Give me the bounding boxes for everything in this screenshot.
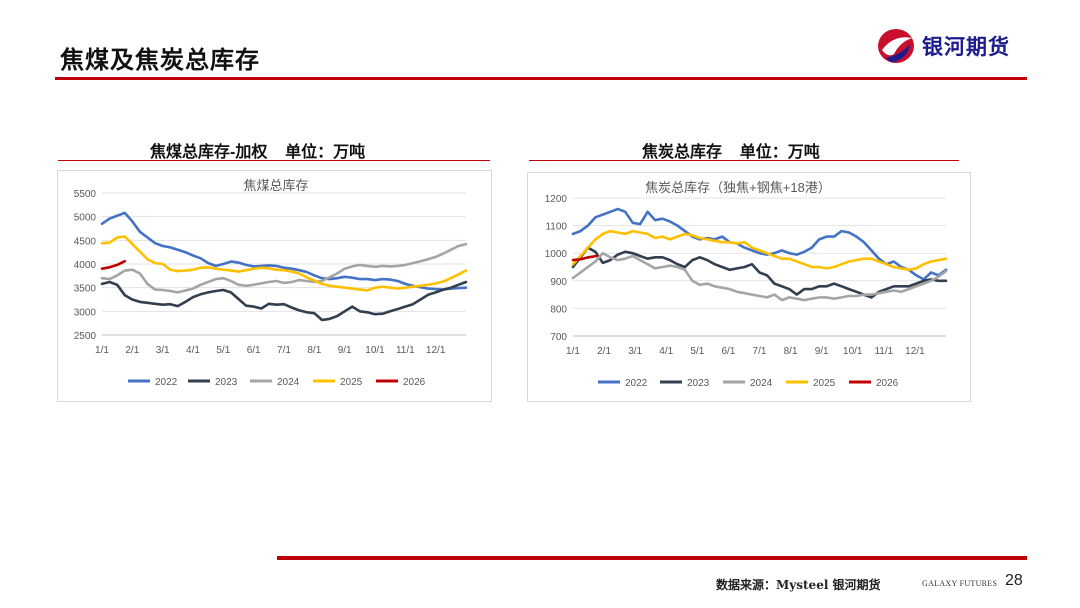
x-tick-label: 8/1 bbox=[784, 346, 798, 357]
x-tick-label: 9/1 bbox=[338, 345, 352, 356]
x-tick-label: 1/1 bbox=[566, 346, 580, 357]
y-tick-label: 3500 bbox=[74, 284, 97, 295]
legend-label-2023: 2023 bbox=[215, 377, 238, 388]
brand-footer-text: GALAXY FUTURES bbox=[922, 579, 998, 588]
x-tick-label: 5/1 bbox=[690, 346, 704, 357]
y-tick-label: 2500 bbox=[74, 331, 97, 342]
x-tick-label: 4/1 bbox=[186, 345, 200, 356]
y-tick-label: 5000 bbox=[74, 213, 97, 224]
x-tick-label: 10/1 bbox=[365, 345, 385, 356]
logo-emblem-icon bbox=[878, 29, 914, 63]
series-line-2023 bbox=[571, 246, 948, 299]
y-tick-label: 1000 bbox=[545, 249, 568, 260]
legend-label-2024: 2024 bbox=[750, 378, 773, 389]
y-tick-label: 3000 bbox=[74, 307, 97, 318]
legend-label-2025: 2025 bbox=[813, 378, 836, 389]
section-title-coking-coal: 焦煤总库存-加权 单位：万吨 bbox=[150, 144, 366, 161]
y-tick-label: 900 bbox=[550, 277, 567, 288]
series-line-2025 bbox=[571, 229, 948, 272]
page-title: 焦煤及焦炭总库存 bbox=[60, 47, 260, 74]
y-tick-label: 4500 bbox=[74, 236, 97, 247]
series-line-2026 bbox=[100, 259, 127, 270]
y-tick-label: 700 bbox=[550, 332, 567, 343]
chart-coke-inventory: 焦炭总库存（独焦+钢焦+18港） 700 800 900 1000 1100 1200 1/1… bbox=[527, 172, 971, 402]
x-tick-label: 7/1 bbox=[753, 346, 767, 357]
series-line-2024 bbox=[571, 251, 948, 302]
section-divider-coking-coal bbox=[58, 160, 490, 161]
header-divider bbox=[55, 77, 1027, 80]
series-line-2026 bbox=[571, 254, 598, 262]
x-tick-label: 3/1 bbox=[628, 346, 642, 357]
series-line-2023 bbox=[100, 280, 468, 322]
x-tick-label: 2/1 bbox=[597, 346, 611, 357]
x-tick-label: 12/1 bbox=[426, 345, 446, 356]
legend-label-2022: 2022 bbox=[155, 377, 178, 388]
galaxy-futures-logo bbox=[878, 29, 914, 63]
series-line-2024 bbox=[100, 242, 468, 294]
section-title-coke: 焦炭总库存 单位：万吨 bbox=[642, 144, 820, 161]
page-number: 28 bbox=[1005, 572, 1023, 589]
legend-label-2026: 2026 bbox=[403, 377, 426, 388]
chart-title: 焦炭总库存（独焦+钢焦+18港） bbox=[645, 180, 831, 195]
x-tick-label: 9/1 bbox=[815, 346, 829, 357]
legend-label-2024: 2024 bbox=[277, 377, 300, 388]
footer-divider bbox=[277, 556, 1027, 560]
legend-label-2025: 2025 bbox=[340, 377, 363, 388]
x-tick-label: 5/1 bbox=[216, 345, 230, 356]
logo-text: 银河期货 bbox=[922, 36, 1010, 59]
x-tick-label: 6/1 bbox=[721, 346, 735, 357]
series-line-2025 bbox=[100, 235, 468, 292]
legend-label-2026: 2026 bbox=[876, 378, 899, 389]
y-tick-label: 5500 bbox=[74, 189, 97, 200]
x-tick-label: 10/1 bbox=[843, 346, 863, 357]
x-tick-label: 12/1 bbox=[905, 346, 925, 357]
x-tick-label: 1/1 bbox=[95, 345, 109, 356]
x-tick-label: 3/1 bbox=[156, 345, 170, 356]
x-tick-label: 4/1 bbox=[659, 346, 673, 357]
x-tick-label: 7/1 bbox=[277, 345, 291, 356]
x-tick-label: 2/1 bbox=[125, 345, 139, 356]
chart-coke-svg: 焦炭总库存（独焦+钢焦+18港） 700 800 900 1000 1100 1200 1/1… bbox=[545, 180, 948, 389]
data-source: 数据来源：Mysteel 银河期货 bbox=[716, 578, 881, 592]
section-divider-coke bbox=[529, 160, 959, 161]
series-line-2022 bbox=[571, 207, 948, 281]
chart-coking-coal-inventory: 焦煤总库存 2500 3000 3500 4000 4500 5000 5500 1/1 2/1 3… bbox=[57, 170, 492, 402]
y-tick-label: 4000 bbox=[74, 260, 97, 271]
chart-coking-coal-svg: 焦煤总库存 2500 3000 3500 4000 4500 5000 5500 1/1 2/1 3… bbox=[74, 178, 468, 388]
chart-title: 焦煤总库存 bbox=[243, 178, 308, 193]
legend-label-2022: 2022 bbox=[625, 378, 648, 389]
y-tick-label: 1200 bbox=[545, 194, 568, 205]
y-tick-label: 800 bbox=[550, 304, 567, 315]
x-tick-label: 8/1 bbox=[307, 345, 321, 356]
x-tick-label: 6/1 bbox=[247, 345, 261, 356]
y-tick-label: 1100 bbox=[545, 222, 567, 233]
x-tick-label: 11/1 bbox=[874, 346, 893, 357]
legend-label-2023: 2023 bbox=[687, 378, 710, 389]
x-tick-label: 11/1 bbox=[396, 345, 415, 356]
series-line-2022 bbox=[100, 211, 468, 291]
